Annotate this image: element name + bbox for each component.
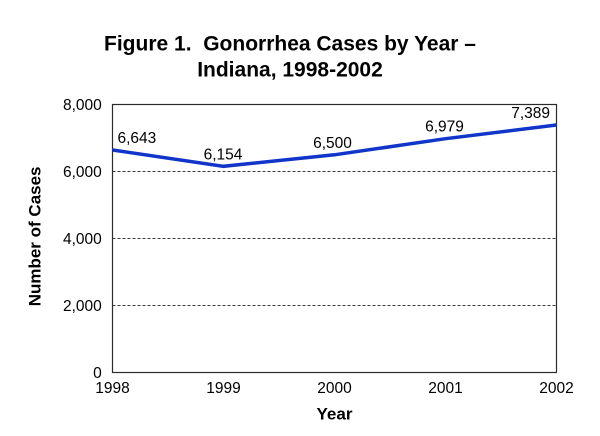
svg-text:2001: 2001 [428,380,462,397]
svg-text:2002: 2002 [539,380,573,397]
svg-text:6,500: 6,500 [313,135,352,152]
svg-text:6,154: 6,154 [204,146,243,163]
svg-text:4,000: 4,000 [63,231,102,248]
svg-text:Number of Cases: Number of Cases [26,166,45,306]
svg-text:2000: 2000 [317,380,352,397]
svg-text:0: 0 [93,365,102,382]
svg-text:6,979: 6,979 [425,119,464,136]
svg-text:7,389: 7,389 [511,105,550,122]
svg-text:1999: 1999 [206,380,240,397]
svg-text:1998: 1998 [95,380,129,397]
svg-text:Figure 1. Gonorrhea Cases by: Figure 1. Gonorrhea Cases by Year – [104,32,476,55]
svg-text:8,000: 8,000 [63,97,102,114]
svg-text:Indiana, 1998-2002: Indiana, 1998-2002 [197,58,383,81]
svg-text:6,000: 6,000 [63,164,102,181]
svg-text:6,643: 6,643 [118,130,157,147]
svg-text:Year: Year [317,405,353,424]
svg-text:2,000: 2,000 [63,298,102,315]
